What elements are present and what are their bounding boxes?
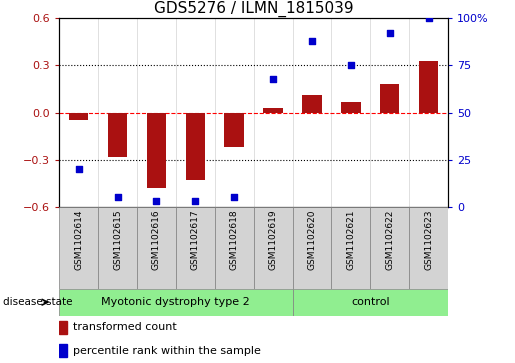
Text: GSM1102621: GSM1102621 [347,209,355,270]
Point [191,198,199,204]
Point [308,38,316,44]
Bar [293,207,332,289]
Bar [137,207,176,289]
Bar [69,113,89,121]
Bar [419,61,438,113]
Bar [147,113,166,188]
Bar [215,207,253,289]
Point [113,195,122,200]
Text: GSM1102616: GSM1102616 [152,209,161,270]
Bar [409,207,448,289]
Text: GSM1102620: GSM1102620 [307,209,316,270]
Point [75,166,83,172]
Text: disease state: disease state [3,297,72,307]
Text: GSM1102615: GSM1102615 [113,209,122,270]
Bar [253,207,293,289]
Bar [176,207,215,289]
Point [347,62,355,68]
Bar [98,207,137,289]
Text: GSM1102623: GSM1102623 [424,209,433,270]
Title: GDS5276 / ILMN_1815039: GDS5276 / ILMN_1815039 [154,1,353,17]
Bar [59,289,293,316]
Point [269,76,277,81]
Text: GSM1102618: GSM1102618 [230,209,238,270]
Bar [263,108,283,113]
Point [230,195,238,200]
Text: GSM1102619: GSM1102619 [269,209,278,270]
Bar [59,344,67,357]
Text: GSM1102622: GSM1102622 [385,209,394,270]
Text: GSM1102614: GSM1102614 [74,209,83,270]
Point [386,30,394,36]
Bar [59,207,98,289]
Text: Myotonic dystrophy type 2: Myotonic dystrophy type 2 [101,297,250,307]
Bar [293,289,448,316]
Bar [380,84,400,113]
Text: control: control [351,297,389,307]
Bar [341,102,360,113]
Point [152,198,161,204]
Bar [225,113,244,147]
Bar [302,95,322,113]
Text: GSM1102617: GSM1102617 [191,209,200,270]
Point [424,15,433,21]
Bar [370,207,409,289]
Bar [108,113,127,156]
Bar [59,321,67,334]
Bar [185,113,205,180]
Text: transformed count: transformed count [73,322,177,332]
Bar [332,207,370,289]
Text: percentile rank within the sample: percentile rank within the sample [73,346,261,356]
